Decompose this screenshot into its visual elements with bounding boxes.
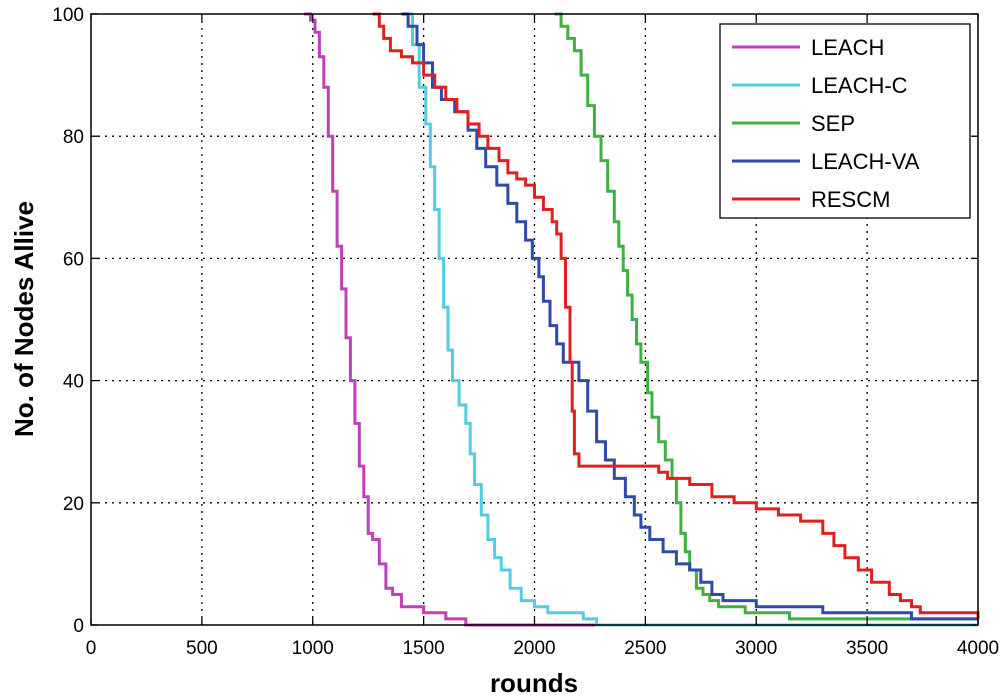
y-tick-label: 100: [52, 5, 84, 26]
series-line-leach: [303, 12, 978, 627]
series-line-leach-c: [405, 12, 978, 627]
x-tick-label: 1000: [292, 638, 334, 659]
series-line-sep: [554, 12, 978, 621]
x-tick-label: 500: [186, 638, 218, 659]
legend-label-leach-c: LEACH-C: [811, 73, 908, 98]
x-tick-label: 1500: [402, 638, 444, 659]
y-tick-labels: 0 20 40 60 80 100: [52, 5, 84, 637]
legend: LEACH LEACH-C SEP LEACH-VA RESCM: [719, 23, 971, 219]
series-lines: [303, 12, 980, 627]
x-tick-label: 2000: [513, 638, 555, 659]
legend-label-leach: LEACH: [811, 35, 884, 60]
y-axis-title: No. of Nodes Allive: [9, 201, 39, 437]
y-tick-label: 20: [63, 494, 84, 515]
y-tick-label: 0: [73, 616, 84, 637]
series-line-rescm: [372, 12, 980, 619]
y-tick-label: 80: [63, 127, 84, 148]
legend-label-sep: SEP: [811, 111, 855, 136]
x-tick-label: 0: [86, 638, 97, 659]
x-axis-title: rounds: [490, 668, 578, 697]
x-tick-label: 3500: [846, 638, 888, 659]
legend-label-rescm: RESCM: [811, 187, 890, 212]
x-tick-labels: 0 500 1000 1500 2000 2500 3000 3500 4000: [86, 638, 999, 659]
axis-ticks: [90, 13, 979, 626]
x-tick-label: 2500: [624, 638, 666, 659]
legend-box: [719, 23, 971, 219]
grid-lines: [91, 14, 978, 625]
y-tick-label: 60: [63, 249, 84, 270]
x-tick-label: 3000: [735, 638, 777, 659]
legend-label-leach-va: LEACH-VA: [811, 149, 920, 174]
x-tick-label: 4000: [957, 638, 999, 659]
y-tick-label: 40: [63, 372, 84, 393]
